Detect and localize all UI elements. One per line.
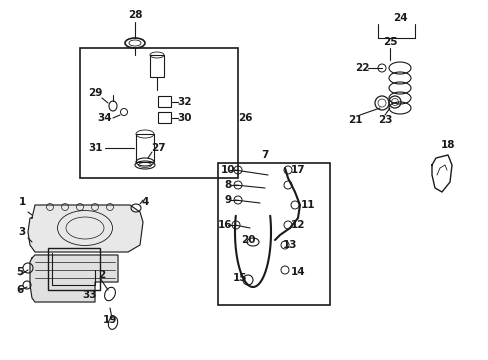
Text: 13: 13 bbox=[282, 240, 297, 250]
Text: 8: 8 bbox=[224, 180, 231, 190]
Text: 9: 9 bbox=[224, 195, 231, 205]
Text: 24: 24 bbox=[392, 13, 407, 23]
Text: 34: 34 bbox=[98, 113, 112, 123]
Text: 23: 23 bbox=[377, 115, 391, 125]
Polygon shape bbox=[28, 205, 142, 252]
Bar bbox=[158, 112, 171, 123]
Bar bbox=[158, 96, 171, 107]
Text: 15: 15 bbox=[232, 273, 247, 283]
Text: 6: 6 bbox=[16, 285, 23, 295]
Text: 4: 4 bbox=[141, 197, 148, 207]
Text: 11: 11 bbox=[300, 200, 315, 210]
Text: 3: 3 bbox=[19, 227, 25, 237]
Text: 27: 27 bbox=[150, 143, 165, 153]
Text: 5: 5 bbox=[16, 267, 23, 277]
Text: 14: 14 bbox=[290, 267, 305, 277]
Bar bbox=[80, 48, 238, 178]
Bar bbox=[218, 163, 329, 305]
Text: 12: 12 bbox=[290, 220, 305, 230]
Text: 17: 17 bbox=[290, 165, 305, 175]
Text: 22: 22 bbox=[354, 63, 368, 73]
Bar bbox=[136, 134, 154, 162]
Text: 33: 33 bbox=[82, 290, 97, 300]
Bar bbox=[150, 55, 163, 77]
Text: 7: 7 bbox=[261, 150, 268, 160]
Text: 25: 25 bbox=[382, 37, 396, 47]
Text: 31: 31 bbox=[88, 143, 103, 153]
Text: 10: 10 bbox=[220, 165, 235, 175]
Polygon shape bbox=[30, 255, 118, 302]
Bar bbox=[48, 248, 100, 290]
Text: 20: 20 bbox=[240, 235, 255, 245]
Text: 26: 26 bbox=[237, 113, 252, 123]
Text: 30: 30 bbox=[177, 113, 192, 123]
Text: 18: 18 bbox=[440, 140, 454, 150]
Text: 29: 29 bbox=[88, 88, 102, 98]
Text: 2: 2 bbox=[98, 270, 105, 280]
Text: 1: 1 bbox=[19, 197, 25, 207]
Text: 16: 16 bbox=[217, 220, 232, 230]
Text: 21: 21 bbox=[347, 115, 362, 125]
Text: 19: 19 bbox=[102, 315, 117, 325]
Text: 28: 28 bbox=[127, 10, 142, 20]
Text: 32: 32 bbox=[177, 97, 192, 107]
